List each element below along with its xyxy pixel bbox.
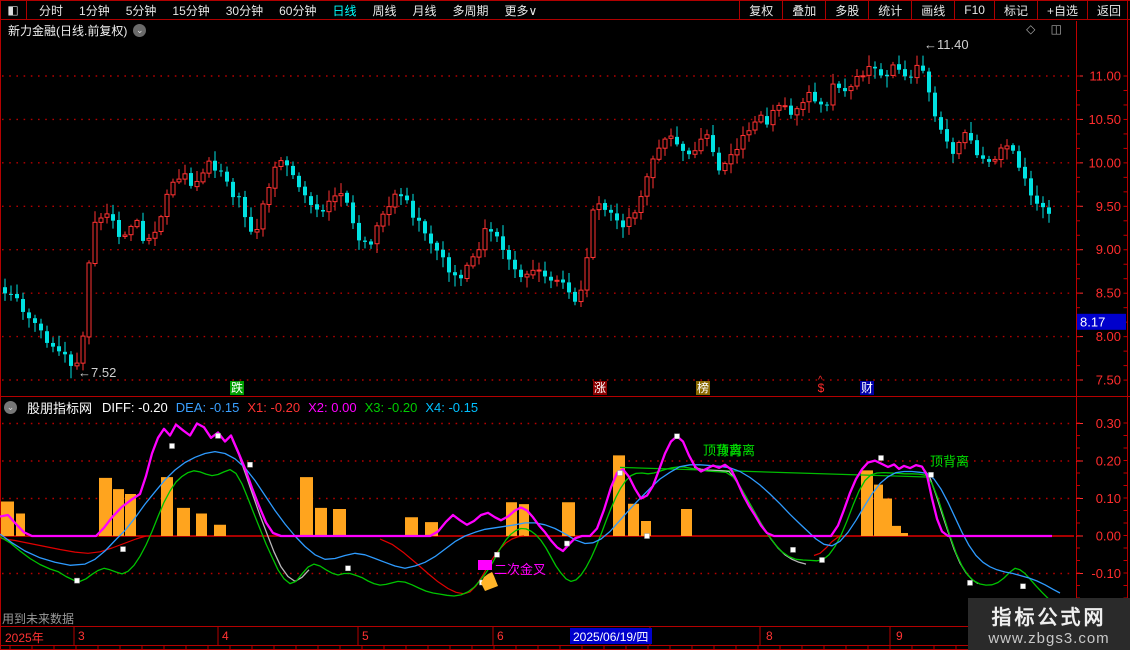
period-tab-多周期[interactable]: 多周期 [452, 3, 489, 18]
period-tab-5分钟[interactable]: 5分钟 [125, 3, 157, 18]
timeline-month-8: 8 [766, 629, 773, 643]
toolbar-button-复权[interactable]: 复权 [739, 1, 782, 19]
timeline-month-9: 9 [896, 629, 903, 643]
golden-cross-label: 二次金叉 [494, 562, 546, 577]
price-axis-label: 8.00 [1096, 329, 1121, 344]
toolbar-button-+自选[interactable]: +自选 [1036, 1, 1087, 19]
badge-榜[interactable]: 榜 [696, 381, 710, 395]
indicator-field: X4: -0.15 [425, 399, 479, 415]
last-price-tag: 8.17 [1077, 313, 1126, 330]
timeline-month-3: 3 [78, 629, 85, 643]
toolbar-actions: 复权 叠加 多股 统计 画线 F10 标记 +自选 返回 [739, 1, 1130, 19]
indicator-header: ⌄ 股朋指标网 DIFF: -0.20 DEA: -0.15 X1: -0.20 X2… [2, 399, 486, 416]
signal-markers [74, 433, 1026, 589]
price-axis-label: 7.50 [1096, 372, 1121, 387]
indicator-collapse-icon[interactable]: ⌄ [4, 400, 17, 414]
toolbar-button-返回[interactable]: 返回 [1086, 1, 1130, 19]
x1-line [0, 535, 147, 554]
timeline-month-4: 4 [222, 629, 229, 643]
toolbar-button-画线[interactable]: 画线 [911, 1, 954, 19]
price-axis-label: 11.00 [1089, 69, 1121, 84]
indicator-field: X2: 0.00 [308, 399, 357, 415]
price-axis-label: 9.50 [1096, 199, 1121, 214]
golden-cross-marker [478, 560, 492, 570]
chart-corner-icons[interactable]: ◇ ◫ [1026, 22, 1068, 36]
indicator-axis-label: 0.20 [1096, 454, 1121, 469]
period-tab-1分钟[interactable]: 1分钟 [79, 3, 110, 18]
watermark: 指标公式网 www.zbgs3.com [968, 598, 1130, 650]
chevron-down-icon[interactable]: ⌄ [133, 23, 147, 37]
badge-跌[interactable]: 跌 [230, 381, 244, 395]
badge-财[interactable]: 财 [860, 381, 874, 395]
price-axis-label: 9.00 [1096, 242, 1121, 257]
timeline-axis[interactable]: 2025年 3 4 5 6 8 9 2025/06/19/四 [0, 627, 1130, 646]
price-axis-label: 8.50 [1096, 286, 1121, 301]
period-tab-周线[interactable]: 周线 [372, 3, 397, 18]
pointing-hand-icon [481, 572, 498, 591]
svg-text:←7.52: ←7.52 [78, 365, 116, 380]
period-tabs: 分时 1分钟 5分钟 15分钟 30分钟 60分钟 日线 周线 月线 多周期 更多∨ [27, 2, 739, 19]
indicator-name[interactable]: 股朋指标网 [27, 400, 93, 416]
window-layout-icon[interactable]: ◧ [0, 1, 27, 19]
period-tab-更多∨[interactable]: 更多∨ [504, 3, 538, 18]
future-data-note: 用到未来数据 [2, 612, 75, 626]
watermark-title: 指标公式网 [991, 607, 1107, 629]
toolbar-button-多股[interactable]: 多股 [825, 1, 868, 19]
indicator-axis-label: -0.10 [1091, 566, 1121, 581]
price-axis-label: 10.00 [1088, 155, 1121, 170]
divergence-label: 顶背离 [703, 443, 742, 458]
toolbar-button-F10[interactable]: F10 [954, 1, 994, 19]
period-tab-60分钟[interactable]: 60分钟 [279, 3, 317, 18]
indicator-field: DIFF: -0.20 [102, 399, 168, 415]
watermark-url: www.zbgs3.com [988, 630, 1110, 647]
dea-line [0, 450, 1061, 594]
x4-line [693, 466, 807, 565]
toolbar-button-叠加[interactable]: 叠加 [782, 1, 825, 19]
title-bar: 新力金融(日线.前复权) ⌄ [0, 21, 1130, 39]
indicator-values: DIFF: -0.20 DEA: -0.15 X1: -0.20 X2: 0.00 X3… [102, 400, 486, 415]
indicator-field: X3: -0.20 [364, 399, 418, 415]
timeline-month-6: 6 [497, 629, 504, 643]
toolbar-button-标记[interactable]: 标记 [993, 1, 1037, 19]
period-tab-15分钟[interactable]: 15分钟 [172, 3, 210, 18]
top-toolbar: ◧ 分时 1分钟 5分钟 15分钟 30分钟 60分钟 日线 周线 月线 多周期 更多∨ 复权 叠加多… [0, 0, 1130, 20]
indicator-axis-label: 0.00 [1096, 529, 1121, 544]
x1-line [379, 535, 525, 595]
timeline-year: 2025年 [5, 631, 44, 645]
indicator-field: DEA: -0.15 [175, 399, 240, 415]
main-gridlines: 11.00 10.50 10.00 9.50 9.00 8.50 8.00 7.50 [2, 69, 1128, 387]
period-tab-30分钟[interactable]: 30分钟 [225, 3, 264, 18]
indicator-field: X1: -0.20 [247, 399, 301, 415]
x4-line [923, 468, 979, 585]
divergence-label: 顶背离 [930, 454, 969, 469]
indicator-axis-label: 0.30 [1096, 416, 1121, 431]
price-annotations: ←7.52 ←11.40 [78, 37, 969, 380]
toolbar-button-统计[interactable]: 统计 [868, 1, 911, 19]
period-tab-分时[interactable]: 分时 [39, 3, 64, 18]
stock-title: 新力金融(日线.前复权) [8, 23, 128, 38]
period-tab-日线[interactable]: 日线 [332, 3, 357, 18]
diff-line [0, 422, 1052, 553]
badge-涨[interactable]: 涨 [593, 381, 607, 395]
indicator-axis-label: 0.10 [1096, 491, 1121, 506]
divergence-label: 顶背离 [716, 443, 755, 458]
badge-$[interactable]: $ ^ [817, 375, 825, 395]
svg-text:←11.40: ←11.40 [924, 37, 969, 52]
x3-line [0, 466, 1055, 604]
svg-text:8.17: 8.17 [1080, 314, 1105, 329]
divergence-trendline [619, 466, 931, 478]
period-tab-月线[interactable]: 月线 [412, 3, 437, 18]
timeline-selected-date: 2025/06/19/四 [570, 628, 652, 644]
timeline-month-5: 5 [362, 629, 369, 643]
candlesticks [3, 55, 1051, 379]
price-axis-label: 10.50 [1088, 112, 1121, 127]
